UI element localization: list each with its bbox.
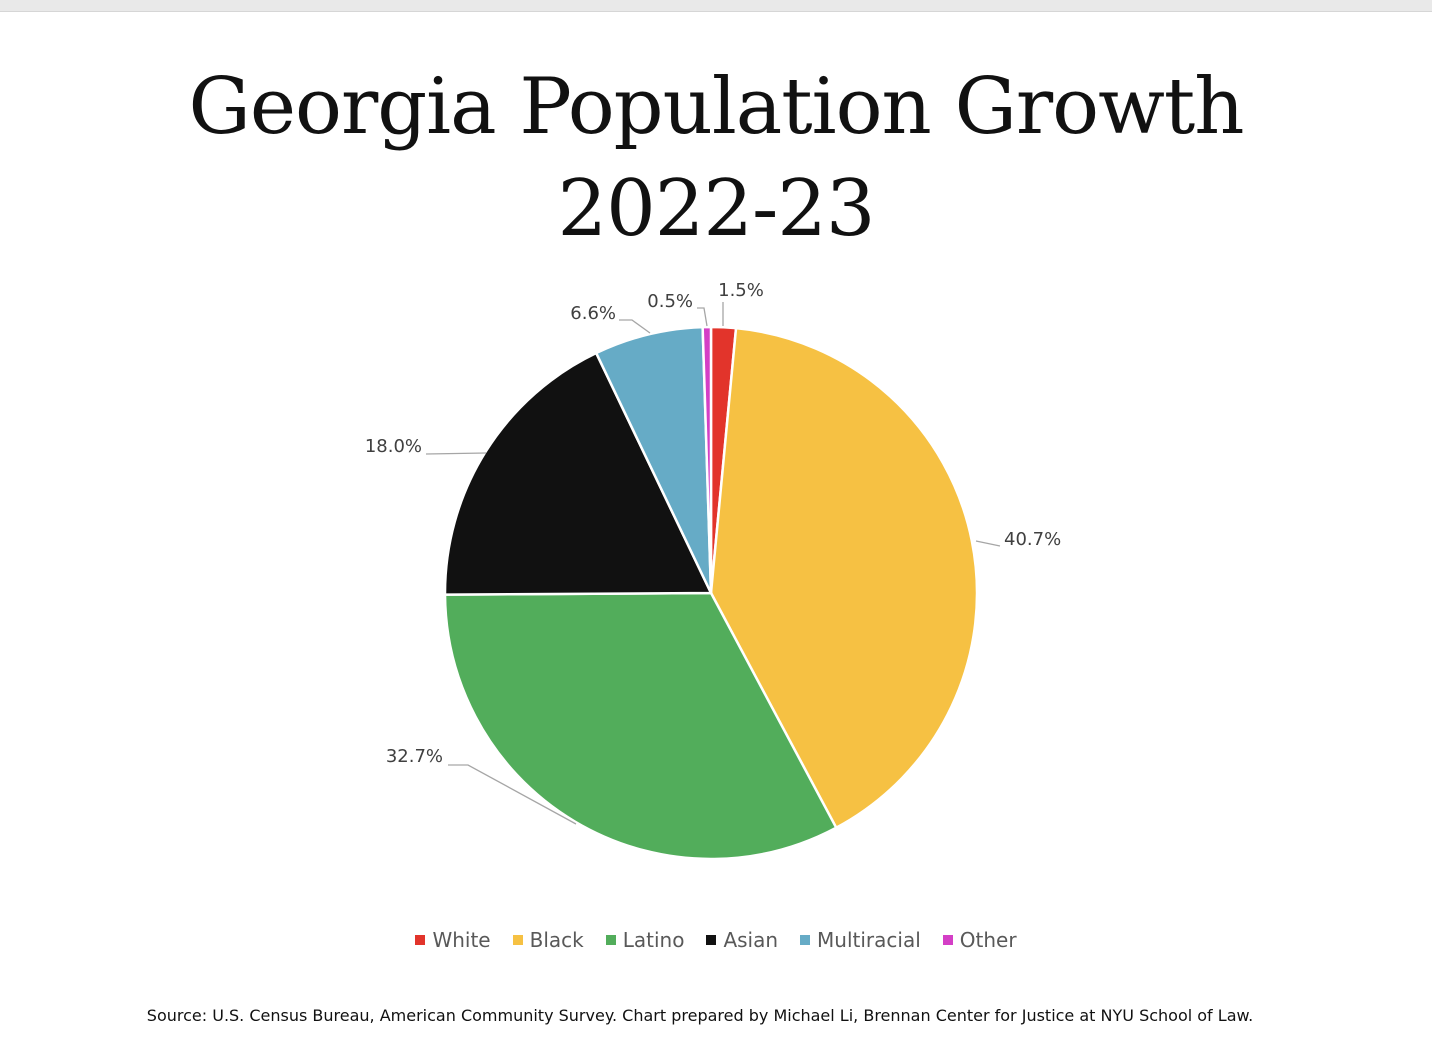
legend-label-asian: Asian	[723, 928, 779, 952]
legend-label-other: Other	[959, 928, 1017, 952]
window-top-bar	[0, 0, 1432, 12]
chart-title-line1: Georgia Population Growth	[188, 62, 1245, 152]
chart-legend: White Black Latino Asian Multiracial Other	[0, 928, 1432, 952]
legend-swatch-black	[512, 935, 523, 945]
chart-title: Georgia Population Growth 2022-23	[0, 56, 1432, 260]
leader-line-multiracial	[619, 319, 651, 334]
chart-title-line2: 2022-23	[557, 164, 875, 254]
legend-label-black: Black	[529, 928, 584, 952]
legend-label-latino: Latino	[622, 928, 685, 952]
data-label-latino: 32.7%	[386, 746, 443, 767]
data-label-white: 1.5%	[718, 280, 764, 301]
legend-item-black: Black	[512, 928, 584, 952]
leader-line-asian	[425, 452, 487, 455]
legend-item-multiracial: Multiracial	[800, 928, 921, 952]
leader-line-other	[697, 307, 708, 327]
pie-slice-asian	[443, 351, 713, 596]
data-label-black: 40.7%	[1004, 529, 1061, 550]
legend-label-multiracial: Multiracial	[817, 928, 921, 952]
legend-swatch-white	[415, 935, 426, 945]
pie-slice-black	[709, 326, 979, 830]
leader-line-latino	[448, 764, 577, 825]
legend-label-white: White	[432, 928, 491, 952]
pie-slice-multiracial	[594, 325, 713, 594]
legend-swatch-asian	[706, 935, 717, 945]
pie-slice-other	[701, 325, 713, 594]
legend-swatch-latino	[605, 935, 616, 945]
pie-slice-latino	[443, 591, 838, 861]
data-label-asian: 18.0%	[365, 436, 422, 457]
legend-swatch-multiracial	[800, 935, 811, 945]
data-label-other: 0.5%	[647, 291, 693, 312]
legend-item-other: Other	[942, 928, 1017, 952]
source-note: Source: U.S. Census Bureau, American Com…	[146, 1006, 1254, 1025]
legend-item-white: White	[415, 928, 491, 952]
legend-item-asian: Asian	[706, 928, 778, 952]
data-label-multiracial: 6.6%	[570, 303, 616, 324]
legend-swatch-other	[942, 935, 953, 945]
leader-line-black	[975, 540, 1001, 547]
legend-item-latino: Latino	[605, 928, 685, 952]
